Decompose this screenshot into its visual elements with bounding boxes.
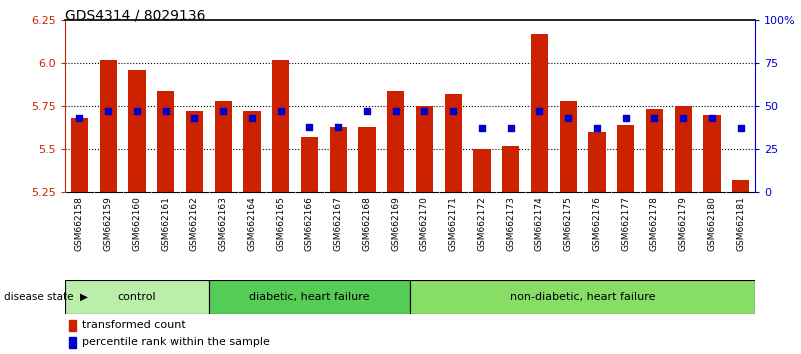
Point [389, 108, 402, 114]
Text: GSM662174: GSM662174 [535, 196, 544, 251]
Bar [186, 111, 203, 192]
Point [447, 108, 460, 114]
Bar [244, 111, 260, 192]
Bar [300, 137, 318, 192]
Text: GSM662181: GSM662181 [736, 196, 745, 251]
Bar [416, 106, 433, 192]
Text: GSM662178: GSM662178 [650, 196, 659, 251]
Text: percentile rank within the sample: percentile rank within the sample [82, 337, 270, 347]
Bar [272, 59, 289, 192]
Bar [358, 127, 376, 192]
Point [73, 115, 86, 121]
Bar [502, 145, 519, 192]
Point [562, 115, 574, 121]
Text: GSM662177: GSM662177 [621, 196, 630, 251]
Bar [473, 149, 490, 192]
Bar [69, 337, 76, 348]
Text: GSM662158: GSM662158 [74, 196, 84, 251]
Point [159, 108, 172, 114]
Text: GSM662171: GSM662171 [449, 196, 457, 251]
Text: GDS4314 / 8029136: GDS4314 / 8029136 [65, 9, 206, 23]
Text: GSM662172: GSM662172 [477, 196, 486, 251]
Point [245, 115, 258, 121]
Point [590, 126, 603, 131]
Point [735, 126, 747, 131]
Bar [703, 115, 721, 192]
Point [418, 108, 431, 114]
Bar [732, 180, 749, 192]
Text: GSM662175: GSM662175 [564, 196, 573, 251]
Point [706, 115, 718, 121]
Bar [69, 320, 76, 331]
Text: GSM662161: GSM662161 [161, 196, 170, 251]
Bar [65, 280, 209, 314]
Bar [99, 59, 117, 192]
Text: GSM662179: GSM662179 [678, 196, 687, 251]
Bar [617, 125, 634, 192]
Bar [209, 280, 410, 314]
Point [533, 108, 545, 114]
Text: GSM662166: GSM662166 [305, 196, 314, 251]
Text: GSM662176: GSM662176 [593, 196, 602, 251]
Point [217, 108, 230, 114]
Point [332, 124, 344, 130]
Text: GSM662169: GSM662169 [391, 196, 400, 251]
Text: GSM662163: GSM662163 [219, 196, 227, 251]
Bar [215, 101, 231, 192]
Point [188, 115, 201, 121]
Text: GSM662180: GSM662180 [707, 196, 716, 251]
Text: diabetic, heart failure: diabetic, heart failure [249, 292, 369, 302]
Text: control: control [118, 292, 156, 302]
Bar [588, 132, 606, 192]
Point [274, 108, 287, 114]
Bar [70, 118, 88, 192]
Point [504, 126, 517, 131]
Text: non-diabetic, heart failure: non-diabetic, heart failure [509, 292, 655, 302]
Point [303, 124, 316, 130]
Text: GSM662168: GSM662168 [362, 196, 372, 251]
Text: GSM662167: GSM662167 [334, 196, 343, 251]
Bar [410, 280, 755, 314]
Point [476, 126, 489, 131]
Bar [128, 70, 146, 192]
Text: GSM662160: GSM662160 [132, 196, 141, 251]
Text: GSM662173: GSM662173 [506, 196, 515, 251]
Bar [157, 91, 175, 192]
Text: GSM662159: GSM662159 [103, 196, 113, 251]
Bar [531, 34, 548, 192]
Bar [674, 106, 692, 192]
Text: GSM662164: GSM662164 [248, 196, 256, 251]
Bar [560, 101, 577, 192]
Point [677, 115, 690, 121]
Point [131, 108, 143, 114]
Text: GSM662162: GSM662162 [190, 196, 199, 251]
Text: GSM662165: GSM662165 [276, 196, 285, 251]
Point [648, 115, 661, 121]
Bar [646, 109, 663, 192]
Point [619, 115, 632, 121]
Text: GSM662170: GSM662170 [420, 196, 429, 251]
Bar [329, 127, 347, 192]
Bar [445, 94, 461, 192]
Point [102, 108, 115, 114]
Bar [387, 91, 405, 192]
Point [360, 108, 373, 114]
Text: disease state  ▶: disease state ▶ [4, 292, 88, 302]
Text: transformed count: transformed count [82, 320, 186, 330]
